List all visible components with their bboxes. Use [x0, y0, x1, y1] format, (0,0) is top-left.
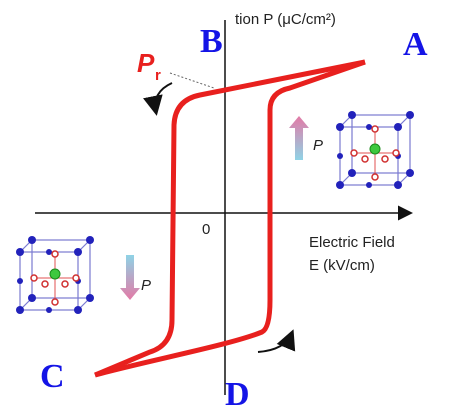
lower-branch	[94, 59, 366, 378]
polarization-arrow	[289, 116, 309, 160]
upper-branch	[94, 59, 366, 378]
origin-label: 0	[202, 221, 210, 238]
point-label: D	[225, 376, 250, 413]
point-label: C	[40, 358, 65, 395]
cell-label: P	[141, 277, 151, 294]
point-label: A	[403, 26, 428, 63]
curve-arrow	[257, 329, 296, 353]
polarization-arrow	[120, 255, 140, 300]
pointer-line	[169, 72, 215, 89]
curve-arrow	[143, 82, 173, 116]
unit-cell	[15, 235, 95, 315]
unit-cell	[335, 110, 415, 190]
x-axis-label: E (kV/cm)	[309, 257, 375, 274]
y-axis-label: tion P (μC/cm²)	[235, 11, 336, 28]
cell-label: P	[313, 137, 323, 154]
pr-symbol: P	[137, 48, 155, 78]
pr-subscript: r	[155, 67, 161, 84]
x-axis-label: Electric Field	[309, 234, 395, 251]
point-label: B	[200, 23, 223, 60]
